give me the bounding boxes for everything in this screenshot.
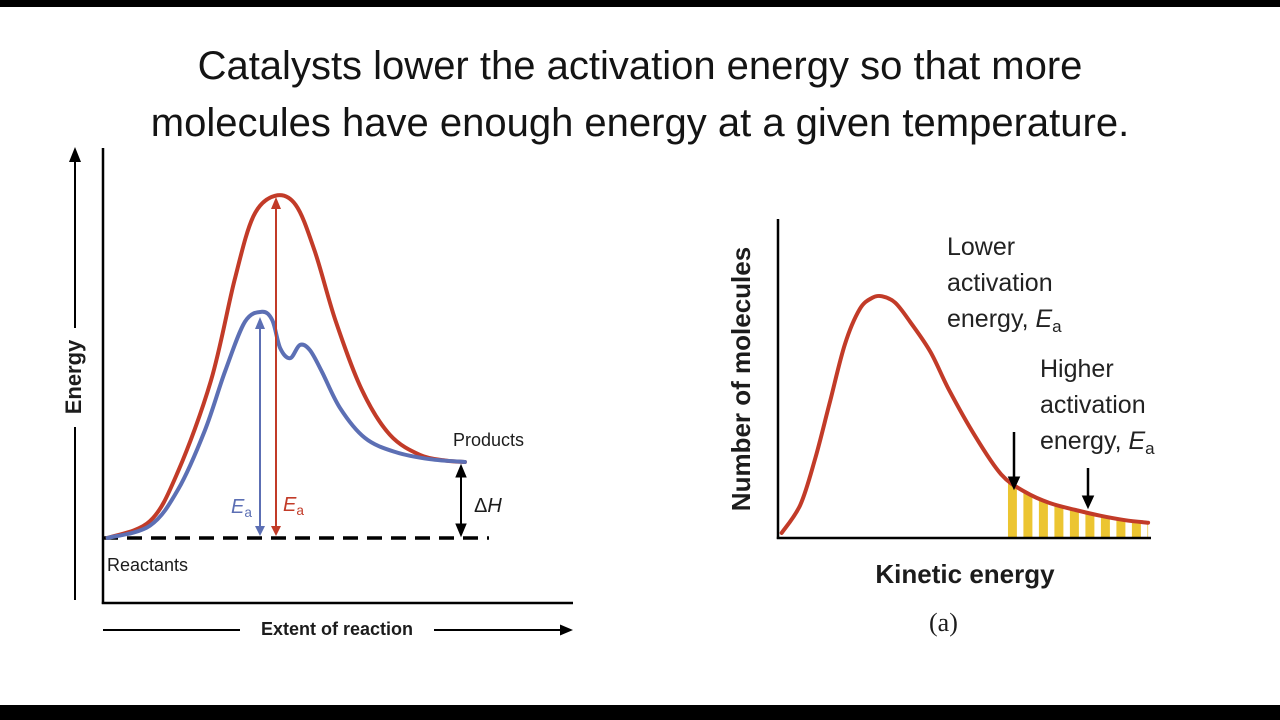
higher-ea-symbol: E xyxy=(1128,427,1146,455)
lower-annotation-line1: Lower xyxy=(947,229,1062,265)
higher-annotation-line2-text: activation xyxy=(1040,391,1146,419)
higher-annotation-line1: Higher xyxy=(1040,351,1155,387)
lower-annotation-line2: activation xyxy=(947,265,1062,301)
higher-annotation-line1-text: Higher xyxy=(1040,355,1114,383)
lower-ea-symbol: E xyxy=(1035,305,1053,333)
ea-uncatalyzed-symbol: E xyxy=(283,494,297,516)
ea-uncatalyzed-arrow xyxy=(271,197,281,536)
delta-h-arrow xyxy=(455,463,467,538)
letterbox-bottom xyxy=(0,705,1280,720)
slide-title-line2: molecules have enough energy at a given … xyxy=(150,101,1130,145)
lower-annotation-line2-text: activation xyxy=(947,269,1053,297)
delta-h-arrowhead-down-icon xyxy=(455,523,467,538)
higher-ea-arrowhead-icon xyxy=(1081,495,1095,510)
slide-title-line1: Catalysts lower the activation energy so… xyxy=(197,44,1083,88)
ea-catalyzed-label: Ea xyxy=(231,496,252,520)
ea-uncatalyzed-arrowhead-up-icon xyxy=(271,197,281,209)
shaded-energy-region xyxy=(1007,479,1149,538)
ea-uncatalyzed-arrowhead-down-icon xyxy=(271,526,281,536)
energy-arrowhead-icon xyxy=(69,147,81,162)
ea-catalyzed-arrowhead-down-icon xyxy=(255,526,265,536)
lower-ea-pointer-arrow xyxy=(1007,432,1021,491)
higher-ea-subscript: a xyxy=(1145,438,1155,458)
extent-arrowhead-icon xyxy=(560,624,573,636)
delta-h-arrowhead-up-icon xyxy=(455,463,467,478)
ea-catalyzed-arrowhead-up-icon xyxy=(255,317,265,329)
lower-annotation-line3-text: energy, xyxy=(947,305,1036,333)
ea-catalyzed-subscript: a xyxy=(244,504,252,520)
delta-h-label: ΔH xyxy=(474,495,502,518)
catalyzed-pathway-curve xyxy=(105,309,467,540)
uncatalyzed-pathway-curve xyxy=(105,193,467,540)
products-label: Products xyxy=(453,430,525,450)
kinetic-energy-axis-label: Kinetic energy xyxy=(875,559,1055,589)
lower-ea-arrowhead-icon xyxy=(1007,476,1021,491)
ea-uncatalyzed-subscript: a xyxy=(296,502,304,518)
enthalpy-symbol: H xyxy=(487,495,502,517)
higher-ea-pointer-arrow xyxy=(1081,468,1095,510)
letterbox-top xyxy=(0,0,1280,7)
lower-ea-subscript: a xyxy=(1052,316,1062,336)
delta-symbol: Δ xyxy=(474,495,488,517)
ea-uncatalyzed-label: Ea xyxy=(283,494,304,518)
extent-axis-label: Extent of reaction xyxy=(260,619,414,639)
energy-axis-label: Energy xyxy=(61,277,87,477)
higher-annotation-line2: activation xyxy=(1040,387,1155,423)
slide-title: Catalysts lower the activation energy so… xyxy=(0,38,1280,152)
number-of-molecules-axis-label: Number of molecules xyxy=(726,219,756,539)
higher-activation-annotation: Higher activation energy, Ea xyxy=(1040,351,1155,467)
number-of-molecules-text: Number of molecules xyxy=(726,246,756,512)
lower-annotation-line1-text: Lower xyxy=(947,233,1016,261)
panel-caption: (a) xyxy=(929,608,958,637)
ea-catalyzed-symbol: E xyxy=(231,496,245,518)
energy-axis-label-text: Energy xyxy=(61,339,86,415)
lower-annotation-line3: energy, Ea xyxy=(947,301,1062,345)
higher-annotation-line3: energy, Ea xyxy=(1040,423,1155,467)
distribution-curve xyxy=(779,293,1151,535)
higher-annotation-line3-text: energy, xyxy=(1040,427,1129,455)
ea-catalyzed-arrow xyxy=(255,317,265,536)
reactants-label: Reactants xyxy=(107,555,189,575)
lower-activation-annotation: Lower activation energy, Ea xyxy=(947,229,1062,345)
